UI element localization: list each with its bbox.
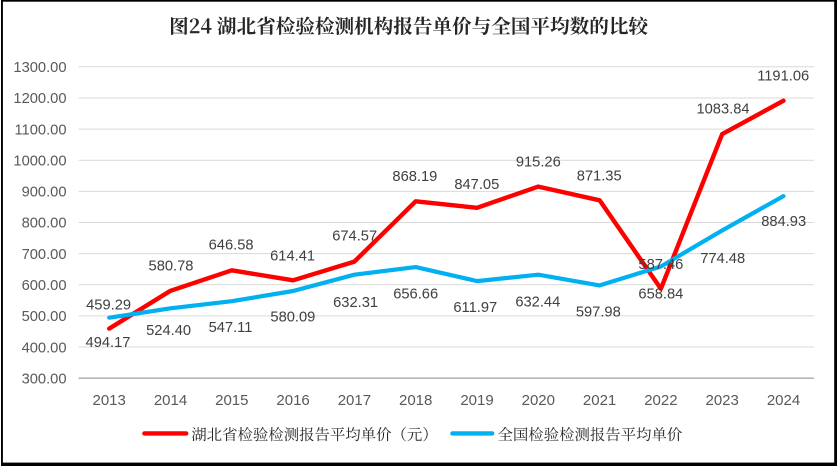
svg-text:580.78: 580.78 [149,259,194,275]
svg-text:2017: 2017 [338,392,371,409]
svg-text:700.00: 700.00 [22,247,67,263]
svg-text:2016: 2016 [276,392,309,409]
svg-text:632.31: 632.31 [333,295,378,311]
svg-text:1083.84: 1083.84 [696,102,749,118]
svg-text:300.00: 300.00 [22,371,67,387]
svg-text:524.40: 524.40 [146,323,191,339]
svg-text:847.05: 847.05 [454,177,499,193]
svg-text:494.17: 494.17 [86,335,131,351]
svg-text:658.84: 658.84 [638,286,683,302]
svg-text:1191.06: 1191.06 [757,69,809,85]
svg-text:2019: 2019 [460,392,493,409]
svg-text:547.11: 547.11 [209,320,253,336]
svg-text:2023: 2023 [706,392,739,409]
svg-text:884.93: 884.93 [761,214,806,230]
svg-text:1300.00: 1300.00 [13,60,66,76]
svg-text:2020: 2020 [522,392,555,409]
svg-text:674.57: 674.57 [332,229,377,245]
svg-text:580.09: 580.09 [270,309,315,325]
svg-text:871.35: 871.35 [577,168,622,184]
svg-text:632.44: 632.44 [515,295,560,311]
svg-text:915.26: 915.26 [516,155,561,171]
svg-text:1000.00: 1000.00 [13,153,66,169]
svg-text:500.00: 500.00 [22,309,67,325]
svg-text:646.58: 646.58 [209,238,254,254]
svg-text:868.19: 868.19 [392,169,437,185]
svg-text:2022: 2022 [644,392,677,409]
svg-text:900.00: 900.00 [22,185,67,201]
svg-text:597.98: 597.98 [576,305,621,321]
svg-text:2014: 2014 [154,392,187,409]
svg-text:587.46: 587.46 [638,257,683,273]
svg-text:400.00: 400.00 [22,340,67,356]
svg-text:2021: 2021 [583,392,616,409]
svg-text:2015: 2015 [215,392,248,409]
svg-text:800.00: 800.00 [22,216,67,232]
svg-text:1200.00: 1200.00 [13,91,66,107]
svg-text:774.48: 774.48 [700,251,745,267]
svg-text:2018: 2018 [399,392,432,409]
svg-text:2024: 2024 [767,392,800,409]
svg-text:656.66: 656.66 [393,287,438,303]
svg-text:1100.00: 1100.00 [14,122,66,138]
svg-text:614.41: 614.41 [270,248,315,264]
svg-text:611.97: 611.97 [453,300,497,316]
svg-text:2013: 2013 [93,392,126,409]
svg-text:459.29: 459.29 [86,297,131,313]
svg-text:600.00: 600.00 [22,278,67,294]
